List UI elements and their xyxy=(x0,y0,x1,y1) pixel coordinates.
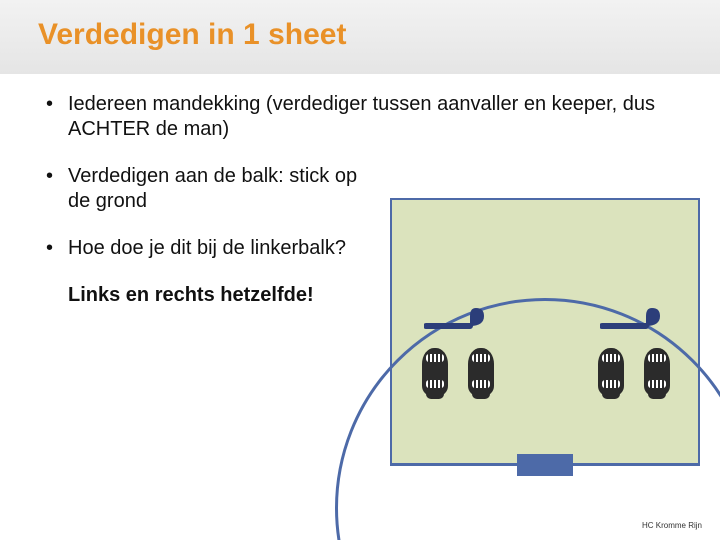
hockey-stick-icon xyxy=(424,306,492,336)
bullet-3: Hoe doe je dit bij de linkerbalk? xyxy=(40,236,370,261)
page-title: Verdedigen in 1 sheet xyxy=(38,18,346,52)
footprint-icon xyxy=(468,342,494,396)
emphasis-text: Links en rechts hetzelfde! xyxy=(68,283,368,308)
stance-right xyxy=(586,306,682,396)
hockey-stick-icon xyxy=(600,306,668,336)
footprint-icon xyxy=(598,342,624,396)
footprint-icon xyxy=(644,342,670,396)
stance-left xyxy=(410,306,506,396)
field-diagram xyxy=(390,198,700,466)
bullet-1: Iedereen mandekking (verdediger tussen a… xyxy=(40,92,680,142)
footprint-icon xyxy=(422,342,448,396)
bullet-2: Verdedigen aan de balk: stick op de gron… xyxy=(40,164,370,214)
footer-logo-text: HC Kromme Rijn xyxy=(642,521,702,530)
goal xyxy=(517,454,573,476)
slide: Verdedigen in 1 sheet Iedereen mandekkin… xyxy=(0,0,720,540)
